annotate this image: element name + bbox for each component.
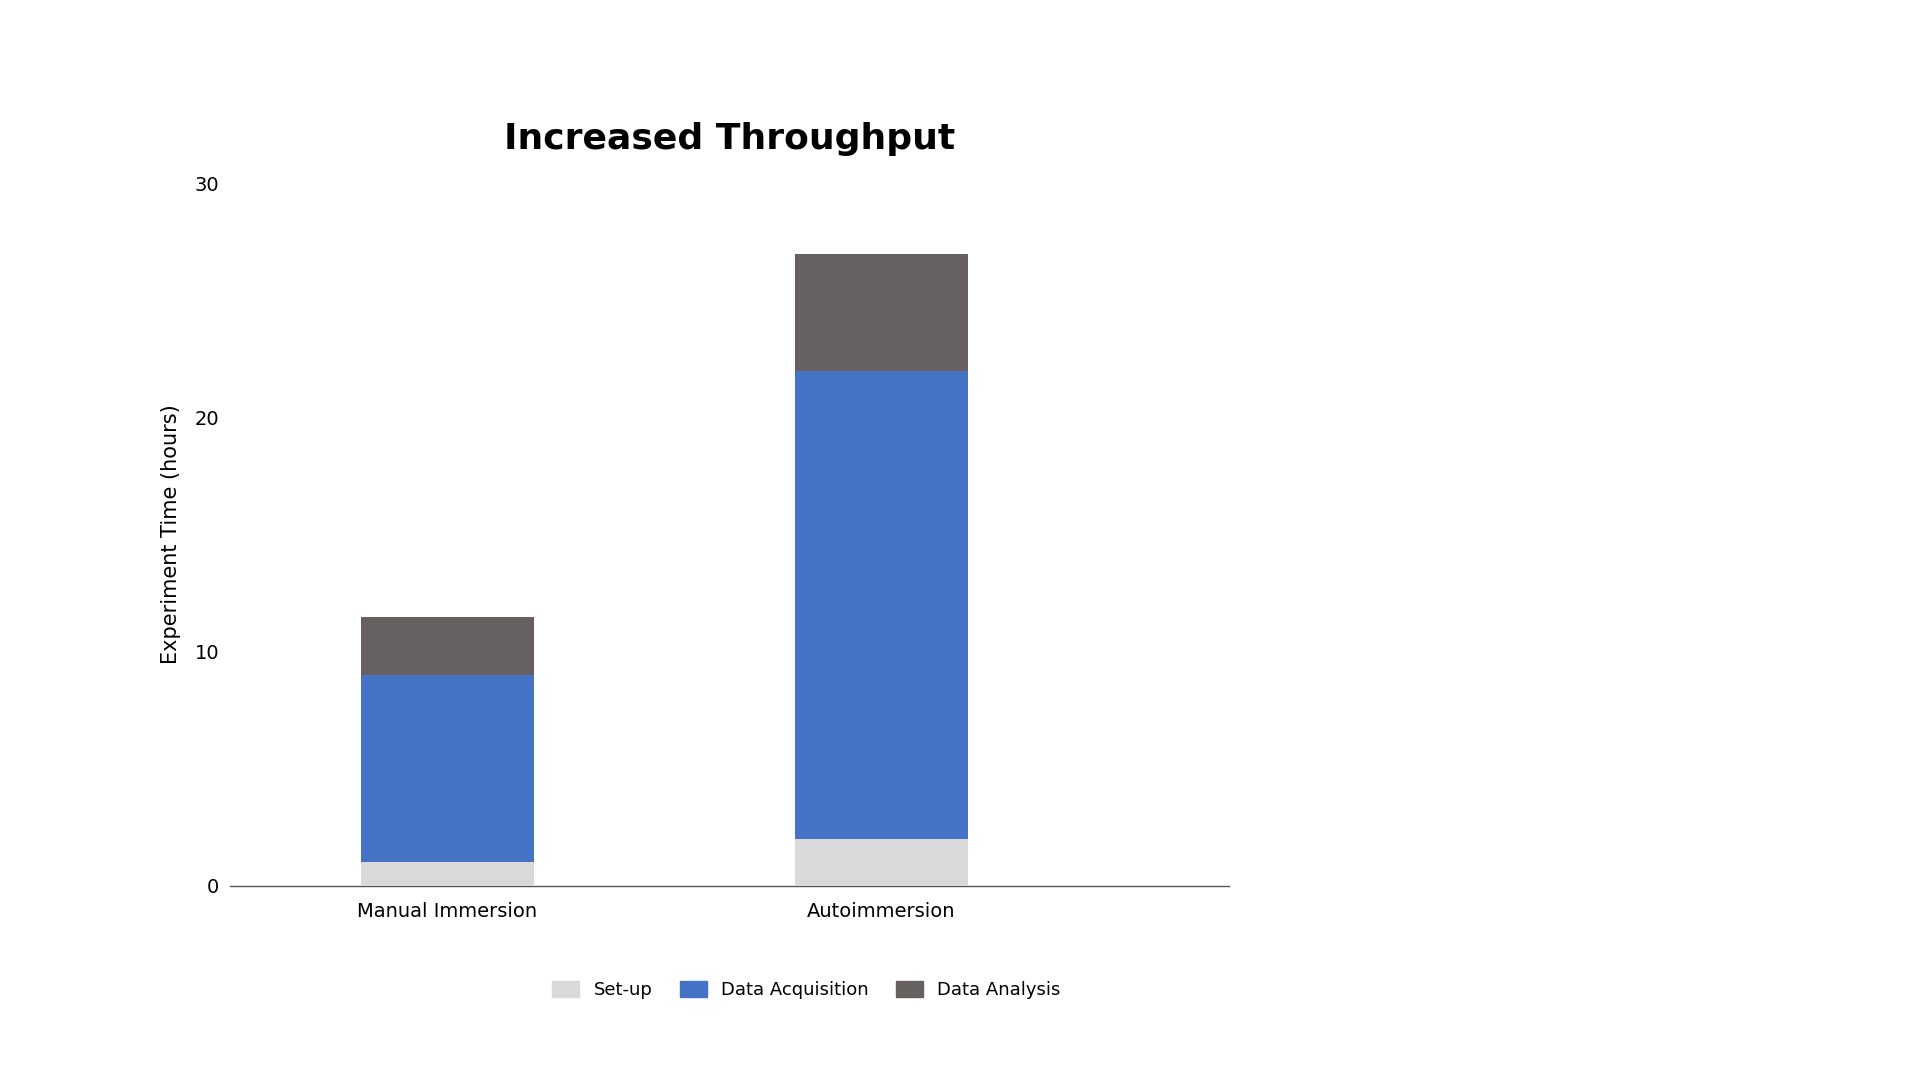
- Bar: [361, 862, 534, 886]
- Bar: [361, 675, 534, 862]
- Bar: [795, 370, 968, 839]
- Legend: Set-up, Data Acquisition, Data Analysis: Set-up, Data Acquisition, Data Analysis: [545, 973, 1068, 1007]
- Bar: [361, 617, 534, 675]
- Bar: [795, 839, 968, 886]
- Title: Increased Throughput: Increased Throughput: [503, 122, 956, 156]
- Bar: [795, 254, 968, 370]
- Y-axis label: Experiment Time (hours): Experiment Time (hours): [161, 405, 180, 664]
